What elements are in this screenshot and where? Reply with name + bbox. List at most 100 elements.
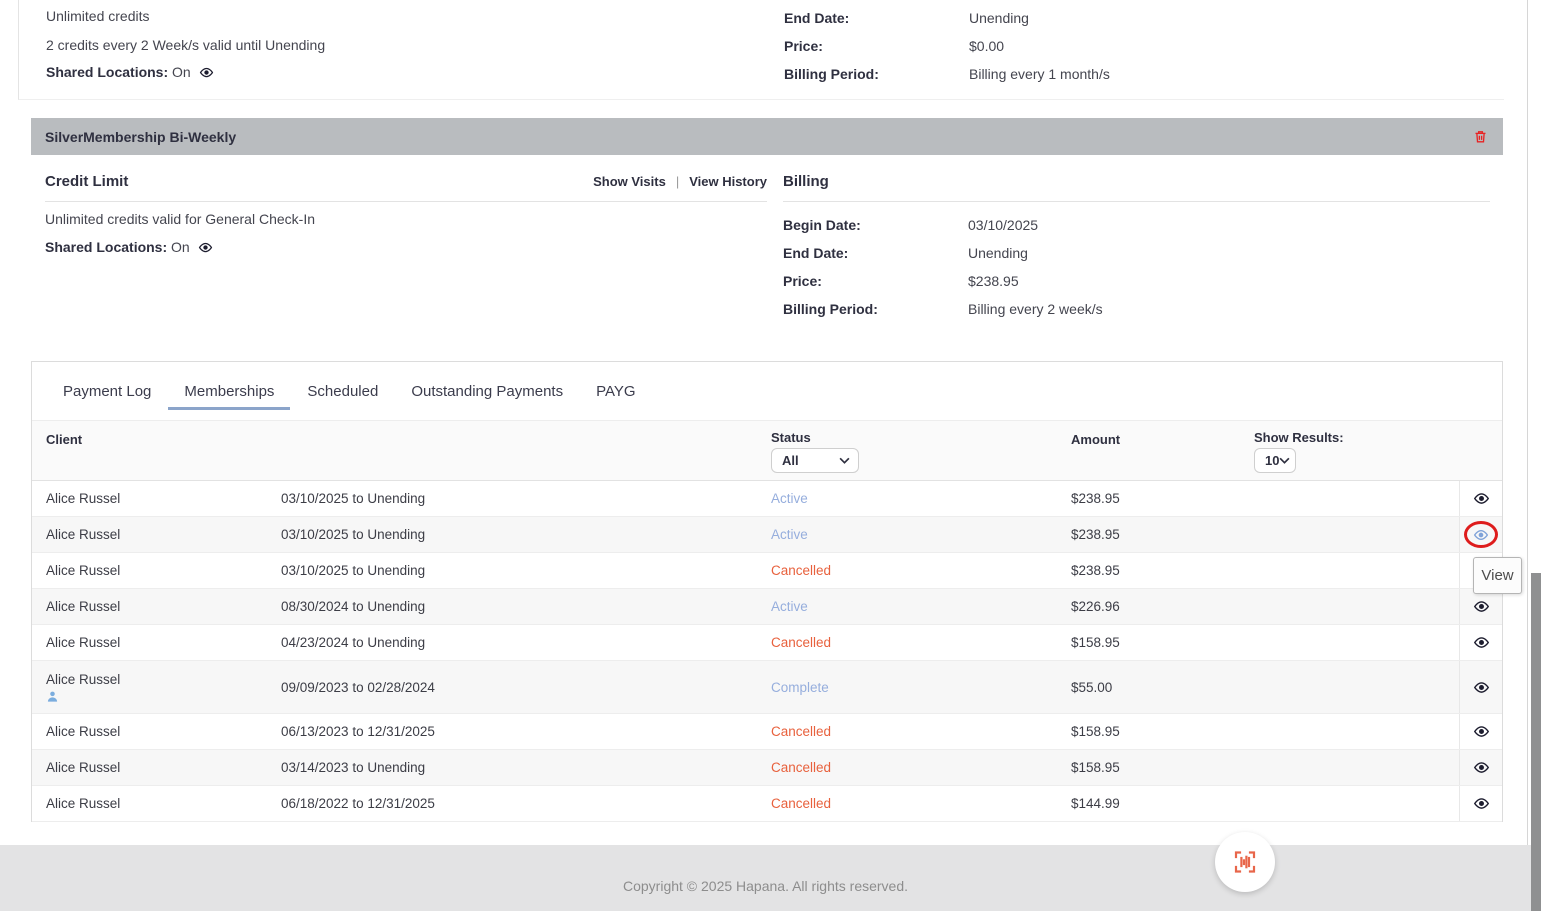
field-value: Unending [969,10,1029,26]
row-view-button[interactable] [1459,589,1502,624]
row-client-cell: Alice Russel [46,760,281,775]
row-status: Cancelled [771,563,832,578]
eye-ring [1473,598,1490,615]
billing-section: Billing Begin Date: 03/10/2025 End Date:… [783,155,1490,328]
plan-summary-card: Unlimited credits 2 credits every 2 Week… [18,0,1504,100]
row-client: Alice Russel [46,635,121,650]
row-view-button[interactable] [1459,786,1502,821]
field-label: Price: [783,273,822,289]
table-row: Alice Russel 04/23/2024 to Unending Canc… [32,625,1502,661]
table-row: Alice Russel 03/14/2023 to Unending Canc… [32,750,1502,786]
billing-header: Billing [783,155,1490,202]
membership-detail-card: SilverMembership Bi-Weekly Credit Limit … [31,118,1503,325]
eye-icon[interactable] [1473,795,1490,812]
row-status: Active [771,491,808,506]
tab-payg[interactable]: PAYG [596,382,636,400]
row-view-button[interactable] [1459,481,1502,516]
shared-locations-label: Shared Locations: [45,239,168,255]
row-period: 03/10/2025 to Unending [281,563,426,578]
status-filter-value: All [782,453,799,468]
row-client-cell: Alice Russel [46,672,281,703]
row-client: Alice Russel [46,760,121,775]
field-row: Billing Period: Billing every 2 week/s [783,300,1490,319]
content-right-border [1527,0,1528,845]
show-results-select[interactable]: 10 [1254,448,1296,473]
membership-title: SilverMembership Bi-Weekly [45,128,237,145]
row-amount: $226.96 [1071,599,1120,614]
membership-body: Credit Limit Show Visits | View History … [31,155,1503,325]
row-client-cell: Alice Russel [46,599,281,614]
eye-ring [1473,490,1490,507]
row-view-button[interactable] [1459,714,1502,749]
eye-icon[interactable] [1473,634,1490,651]
column-status: Status [771,430,811,445]
barcode-scan-button[interactable] [1215,832,1275,892]
eye-ring [1464,521,1498,548]
row-period: 03/10/2025 to Unending [281,527,426,542]
row-period: 06/13/2023 to 12/31/2025 [281,724,435,739]
row-period: 03/14/2023 to Unending [281,760,426,775]
row-amount: $144.99 [1071,796,1120,811]
trash-icon[interactable] [1473,129,1489,145]
row-period: 04/23/2024 to Unending [281,635,426,650]
tabs-bar: Payment Log Memberships Scheduled Outstandi… [32,362,1502,420]
show-visits-link[interactable]: Show Visits [593,174,666,189]
field-label: End Date: [783,245,849,261]
status-filter-select[interactable]: All [771,448,859,473]
eye-icon[interactable] [1473,679,1490,696]
row-amount: $158.95 [1071,724,1120,739]
row-view-button[interactable] [1459,661,1502,713]
tab-outstanding-payments[interactable]: Outstanding Payments [411,382,564,400]
field-row: Billing Period: Billing every 1 month/s [784,65,1110,84]
eye-icon[interactable] [1473,527,1489,543]
credit-limit-links: Show Visits | View History [593,174,767,189]
payments-table-card: Payment Log Memberships Scheduled Outstandi… [31,361,1503,822]
eye-icon[interactable] [1473,759,1490,776]
row-view-button[interactable] [1459,625,1502,660]
field-value: Billing every 2 week/s [968,301,1103,317]
view-history-link[interactable]: View History [689,174,767,189]
table-row: Alice Russel 06/18/2022 to 12/31/2025 Ca… [32,786,1502,822]
field-row: Begin Date: 03/10/2025 [783,216,1490,235]
row-period: 03/10/2025 to Unending [281,491,426,506]
row-client: Alice Russel [46,796,121,811]
tab-memberships[interactable]: Memberships [168,382,291,410]
table-header: Client Status Amount Show Results: All 1… [32,420,1502,481]
eye-icon[interactable] [198,240,213,255]
row-client-cell: Alice Russel [46,527,281,542]
eye-ring [1473,723,1490,740]
row-view-button[interactable] [1459,517,1502,552]
row-view-button[interactable] [1459,750,1502,785]
copyright-text: Copyright © 2025 Hapana. All rights rese… [622,878,909,894]
table-row: Alice Russel 09/09/2023 to 02/28/2024 Co… [32,661,1502,714]
tab-scheduled[interactable]: Scheduled [307,382,379,400]
eye-icon[interactable] [1473,490,1490,507]
table-row: Alice Russel 03/10/2025 to Unending Acti… [32,481,1502,517]
row-status: Active [771,527,808,542]
row-period: 09/09/2023 to 02/28/2024 [281,679,435,695]
footer: Copyright © 2025 Hapana. All rights rese… [0,845,1531,911]
row-client: Alice Russel [46,491,121,506]
tab-payment-log[interactable]: Payment Log [63,382,152,400]
link-separator: | [675,174,680,189]
table-row: Alice Russel 08/30/2024 to Unending Acti… [32,589,1502,625]
eye-ring [1473,795,1490,812]
field-row: Price: $0.00 [784,37,1110,56]
column-client: Client [46,432,83,447]
eye-icon[interactable] [1473,723,1490,740]
person-icon [47,691,58,702]
field-row: Price: $238.95 [783,272,1490,291]
shared-locations-line: Shared Locations: On [46,64,214,80]
row-status: Cancelled [771,724,832,739]
row-amount: $238.95 [1071,491,1120,506]
column-show-results: Show Results: [1254,430,1344,445]
eye-icon[interactable] [199,65,214,80]
row-status: Complete [771,679,829,695]
table-row: Alice Russel 03/10/2025 to Unending Canc… [32,553,1502,589]
eye-icon[interactable] [1473,598,1490,615]
scrollbar-thumb[interactable] [1531,573,1541,911]
field-label: Begin Date: [783,217,861,233]
row-period: 06/18/2022 to 12/31/2025 [281,796,435,811]
field-row: End Date: Unending [783,244,1490,263]
